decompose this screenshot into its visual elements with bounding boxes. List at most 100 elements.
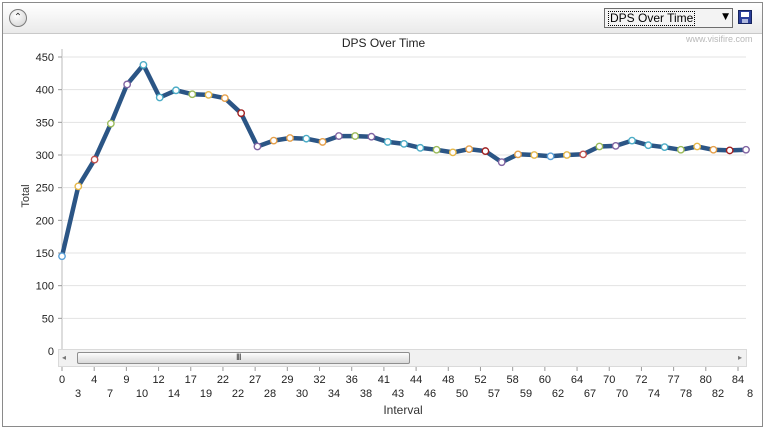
x-tick-label: 17 [185,374,197,386]
collapse-button[interactable]: ⌃ [9,9,27,27]
x-tick-label: 43 [392,388,404,400]
data-point [220,94,229,103]
data-point [204,90,213,99]
data-point [383,138,392,146]
y-axis-ticks: 0 50 100 150 200 250 300 350 400 450 [36,52,54,358]
data-point [253,142,262,151]
x-tick-label: 19 [200,388,212,400]
y-axis-title: Total [20,184,32,208]
data-point [400,139,408,148]
x-tick-label: 12 [152,374,164,386]
watermark: www.visifire.com [686,34,753,44]
x-tick-label: 30 [296,388,308,400]
x-tick-label: 77 [667,374,679,386]
data-point [693,142,702,151]
horizontal-scrollbar[interactable]: ◂ III ▸ [58,349,747,367]
x-tick-label: 84 [732,374,744,386]
y-tick-label: 50 [42,313,54,325]
x-tick-label: 59 [520,388,532,400]
x-tick-label: 58 [507,374,519,386]
x-tick-label: 9 [123,374,129,386]
scroll-right-arrow-icon[interactable]: ▸ [737,353,742,362]
y-tick-label: 400 [36,85,54,97]
data-point [106,119,115,128]
chart-select-value: DPS Over Time [608,11,696,26]
x-tick-label: 60 [539,374,551,386]
data-point [172,86,180,95]
dropdown-arrow-icon: ▼ [722,12,729,22]
x-tick-label: 0 [59,374,65,386]
data-point [611,141,620,150]
x-tick-label: 38 [360,388,372,400]
chart-type-select[interactable]: DPS Over Time ▼ [604,8,733,28]
data-point [628,136,636,145]
data-point [318,138,327,146]
data-point [644,141,653,150]
data-point [546,152,555,161]
x-tick-label: 29 [281,374,293,386]
x-axis-ticks: 0 4 9 12 17 22 27 29 32 36 41 44 48 52 58 60 64 70 72 77 80 8… [59,367,753,400]
x-tick-label: 50 [456,388,468,400]
y-tick-label: 250 [36,183,54,195]
x-tick-label: 82 [712,388,724,400]
y-tick-label: 300 [36,150,54,162]
data-point [497,158,506,167]
data-point [155,93,164,102]
scroll-thumb[interactable]: III [77,352,410,364]
data-point [709,145,718,154]
x-tick-label: 28 [264,388,276,400]
x-tick-label: 64 [571,374,583,386]
data-point [351,132,360,140]
x-tick-label: 48 [442,374,454,386]
data-point [742,145,750,154]
y-tick-label: 450 [36,52,54,64]
x-axis-title: Interval [383,403,423,417]
x-tick-label: 80 [700,374,712,386]
x-tick-label: 46 [424,388,436,400]
data-point [302,134,311,143]
y-tick-label: 350 [36,117,54,129]
data-point [139,60,148,69]
x-tick-label: 10 [136,388,148,400]
x-tick-label: 70 [603,374,615,386]
data-point [90,155,99,164]
x-tick-label: 7 [107,388,113,400]
data-point [286,134,294,142]
x-tick-label: 34 [328,388,340,400]
x-tick-label: 72 [635,374,647,386]
data-point [237,109,246,118]
data-point [367,132,376,141]
x-tick-label: 8 [747,388,753,400]
x-tick-label: 52 [474,374,486,386]
floppy-disk-icon[interactable] [738,10,752,24]
x-tick-label: 4 [91,374,97,386]
data-point [514,150,522,159]
data-point [595,142,604,151]
x-tick-label: 70 [616,388,628,400]
data-point [465,145,474,154]
x-tick-label: 74 [648,388,660,400]
x-tick-label: 44 [410,374,422,386]
x-tick-label: 14 [168,388,180,400]
y-tick-label: 150 [36,248,54,260]
data-point [725,146,734,155]
x-tick-label: 62 [552,388,564,400]
data-point [481,147,490,155]
series-markers [58,60,750,261]
scroll-left-arrow-icon[interactable]: ◂ [62,353,67,362]
data-point [188,90,197,99]
grip-icon: III [236,352,241,362]
data-point [448,148,457,157]
data-point [334,132,343,140]
x-tick-label: 41 [378,374,390,386]
x-tick-label: 27 [249,374,261,386]
data-point [123,80,132,89]
data-point [269,136,278,145]
data-point [74,182,83,191]
data-point [530,151,539,159]
data-point [579,150,588,159]
x-tick-label: 67 [584,388,596,400]
series-line [59,62,749,259]
data-point [58,252,66,261]
series-line-path [59,62,749,259]
